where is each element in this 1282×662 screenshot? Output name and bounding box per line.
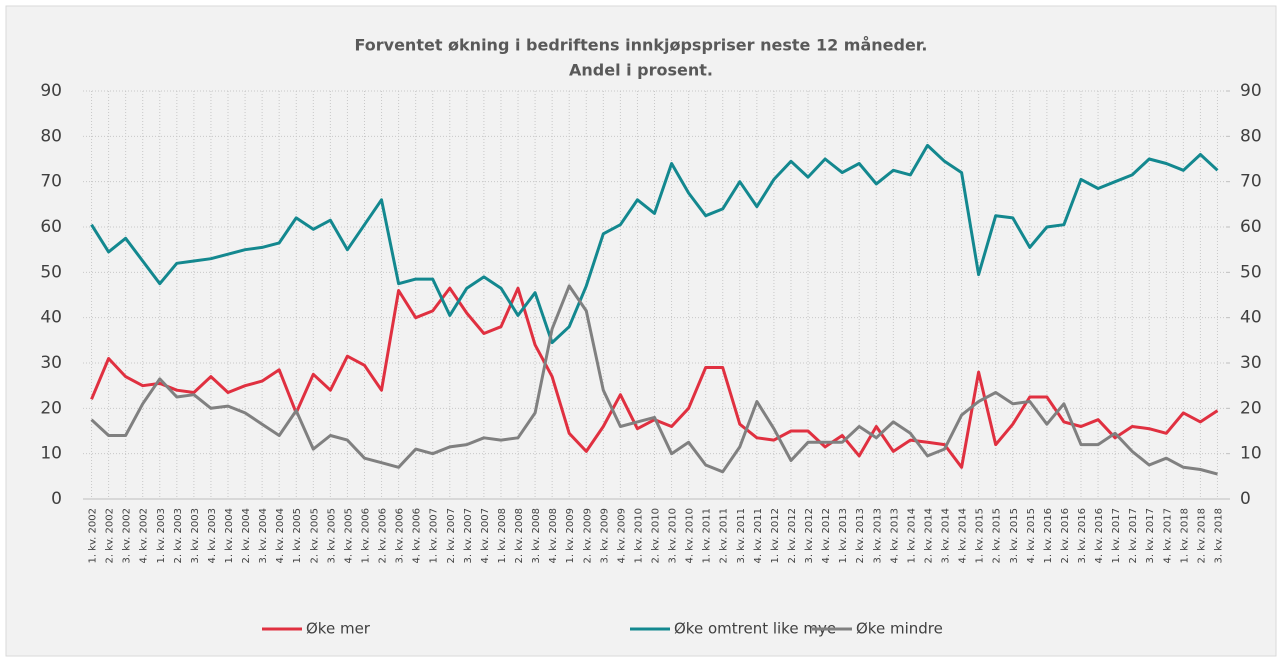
x-tick-label: 4. kv. 2004 bbox=[275, 508, 286, 563]
x-tick-label: 1. kv. 2002 bbox=[88, 508, 99, 563]
x-tick-label: 4. kv. 2013 bbox=[889, 508, 900, 563]
y2-tick-label: 90 bbox=[1240, 81, 1262, 101]
x-tick-label: 2. kv. 2011 bbox=[719, 508, 730, 563]
y2-tick-label: 70 bbox=[1240, 172, 1262, 192]
x-tick-label: 1. kv. 2010 bbox=[633, 508, 644, 563]
x-tick-label: 3. kv. 2008 bbox=[531, 508, 542, 563]
x-tick-label: 2. kv. 2014 bbox=[923, 508, 934, 563]
x-tick-label: 3. kv. 2004 bbox=[258, 508, 269, 563]
y2-tick-label: 50 bbox=[1240, 262, 1262, 282]
x-tick-label: 3. kv. 2013 bbox=[872, 508, 883, 563]
x-tick-label: 2. kv. 2017 bbox=[1128, 508, 1139, 563]
x-tick-label: 2. kv. 2003 bbox=[173, 508, 184, 563]
x-tick-label: 4. kv. 2009 bbox=[616, 508, 627, 563]
x-tick-label: 2. kv. 2008 bbox=[514, 508, 525, 563]
y-tick-label: 30 bbox=[40, 353, 62, 373]
y2-tick-label: 40 bbox=[1240, 308, 1262, 328]
x-tick-label: 2. kv. 2012 bbox=[787, 508, 798, 563]
y2-tick-label: 0 bbox=[1240, 489, 1251, 509]
x-tick-label: 2. kv. 2009 bbox=[582, 508, 593, 563]
x-tick-label: 4. kv. 2014 bbox=[958, 508, 969, 563]
y2-tick-label: 80 bbox=[1240, 126, 1262, 146]
x-tick-label: 2. kv. 2004 bbox=[241, 508, 252, 563]
legend-label: Øke omtrent like mye bbox=[674, 620, 836, 638]
y2-tick-label: 20 bbox=[1240, 398, 1262, 418]
x-tick-label: 1. kv. 2004 bbox=[224, 508, 235, 563]
legend-label: Øke mer bbox=[306, 620, 371, 638]
x-tick-label: 3. kv. 2005 bbox=[326, 508, 337, 563]
x-tick-label: 1. kv. 2013 bbox=[838, 508, 849, 563]
x-tick-label: 2. kv. 2007 bbox=[446, 508, 457, 563]
x-tick-label: 2. kv. 2018 bbox=[1196, 508, 1207, 563]
x-tick-label: 1. kv. 2018 bbox=[1179, 508, 1190, 563]
y2-tick-label: 60 bbox=[1240, 217, 1262, 237]
x-tick-label: 1. kv. 2007 bbox=[429, 508, 440, 563]
x-tick-label: 4. kv. 2007 bbox=[480, 508, 491, 563]
y-tick-label: 20 bbox=[40, 398, 62, 418]
x-tick-label: 3. kv. 2015 bbox=[1009, 508, 1020, 563]
x-tick-label: 3. kv. 2003 bbox=[190, 508, 201, 563]
x-tick-label: 4. kv. 2003 bbox=[207, 508, 218, 563]
y2-tick-label: 10 bbox=[1240, 444, 1262, 464]
x-tick-label: 3. kv. 2009 bbox=[599, 508, 610, 563]
series-line bbox=[90, 284, 1218, 476]
x-tick-label: 3. kv. 2018 bbox=[1213, 508, 1224, 563]
x-tick-label: 3. kv. 2012 bbox=[804, 508, 815, 563]
x-tick-label: 1. kv. 2012 bbox=[770, 508, 781, 563]
y2-tick-label: 30 bbox=[1240, 353, 1262, 373]
x-tick-label: 4. kv. 2015 bbox=[1026, 508, 1037, 563]
x-tick-label: 1. kv. 2008 bbox=[497, 508, 508, 563]
x-tick-label: 1. kv. 2006 bbox=[360, 508, 371, 563]
x-tick-label: 2. kv. 2015 bbox=[992, 508, 1003, 563]
x-tick-label: 4. kv. 2016 bbox=[1094, 508, 1105, 563]
x-tick-label: 2. kv. 2002 bbox=[105, 508, 116, 563]
x-tick-label: 4. kv. 2010 bbox=[685, 508, 696, 563]
x-tick-label: 2. kv. 2006 bbox=[378, 508, 389, 563]
x-tick-label: 3. kv. 2006 bbox=[395, 508, 406, 563]
x-tick-label: 2. kv. 2010 bbox=[651, 508, 662, 563]
chart-subtitle: Andel i prosent. bbox=[569, 61, 713, 80]
x-tick-label: 2. kv. 2016 bbox=[1060, 508, 1071, 563]
x-tick-label: 1. kv. 2005 bbox=[292, 508, 303, 563]
chart-title: Forventet økning i bedriftens innkjøpspr… bbox=[354, 36, 927, 55]
y-tick-label: 50 bbox=[40, 262, 62, 282]
x-tick-label: 4. kv. 2008 bbox=[548, 508, 559, 563]
x-tick-label: 3. kv. 2014 bbox=[941, 508, 952, 563]
y-tick-label: 40 bbox=[40, 308, 62, 328]
x-tick-label: 4. kv. 2006 bbox=[412, 508, 423, 563]
y-tick-label: 90 bbox=[40, 81, 62, 101]
x-tick-label: 1. kv. 2011 bbox=[702, 508, 713, 563]
x-tick-label: 3. kv. 2010 bbox=[668, 508, 679, 563]
x-tick-label: 1. kv. 2014 bbox=[906, 508, 917, 563]
y-tick-label: 10 bbox=[40, 444, 62, 464]
x-tick-label: 3. kv. 2017 bbox=[1145, 508, 1156, 563]
x-tick-label: 3. kv. 2007 bbox=[463, 508, 474, 563]
x-tick-label: 2. kv. 2005 bbox=[309, 508, 320, 563]
x-tick-label: 1. kv. 2009 bbox=[565, 508, 576, 563]
x-tick-label: 3. kv. 2016 bbox=[1077, 508, 1088, 563]
series-line bbox=[90, 143, 1219, 345]
x-tick-label: 4. kv. 2011 bbox=[753, 508, 764, 563]
y-tick-label: 60 bbox=[40, 217, 62, 237]
y-tick-label: 80 bbox=[40, 126, 62, 146]
x-tick-label: 4. kv. 2012 bbox=[821, 508, 832, 563]
y-tick-label: 70 bbox=[40, 172, 62, 192]
x-tick-label: 1. kv. 2017 bbox=[1111, 508, 1122, 563]
x-tick-label: 1. kv. 2016 bbox=[1043, 508, 1054, 563]
x-tick-label: 3. kv. 2002 bbox=[122, 508, 133, 563]
legend-label: Øke mindre bbox=[856, 620, 943, 638]
x-tick-label: 3. kv. 2011 bbox=[736, 508, 747, 563]
x-tick-label: 4. kv. 2005 bbox=[343, 508, 354, 563]
x-tick-label: 1. kv. 2015 bbox=[975, 508, 986, 563]
x-tick-label: 4. kv. 2017 bbox=[1162, 508, 1173, 563]
y-tick-label: 0 bbox=[51, 489, 62, 509]
x-tick-label: 4. kv. 2002 bbox=[139, 508, 150, 563]
x-tick-label: 2. kv. 2013 bbox=[855, 508, 866, 563]
x-tick-label: 1. kv. 2003 bbox=[156, 508, 167, 563]
